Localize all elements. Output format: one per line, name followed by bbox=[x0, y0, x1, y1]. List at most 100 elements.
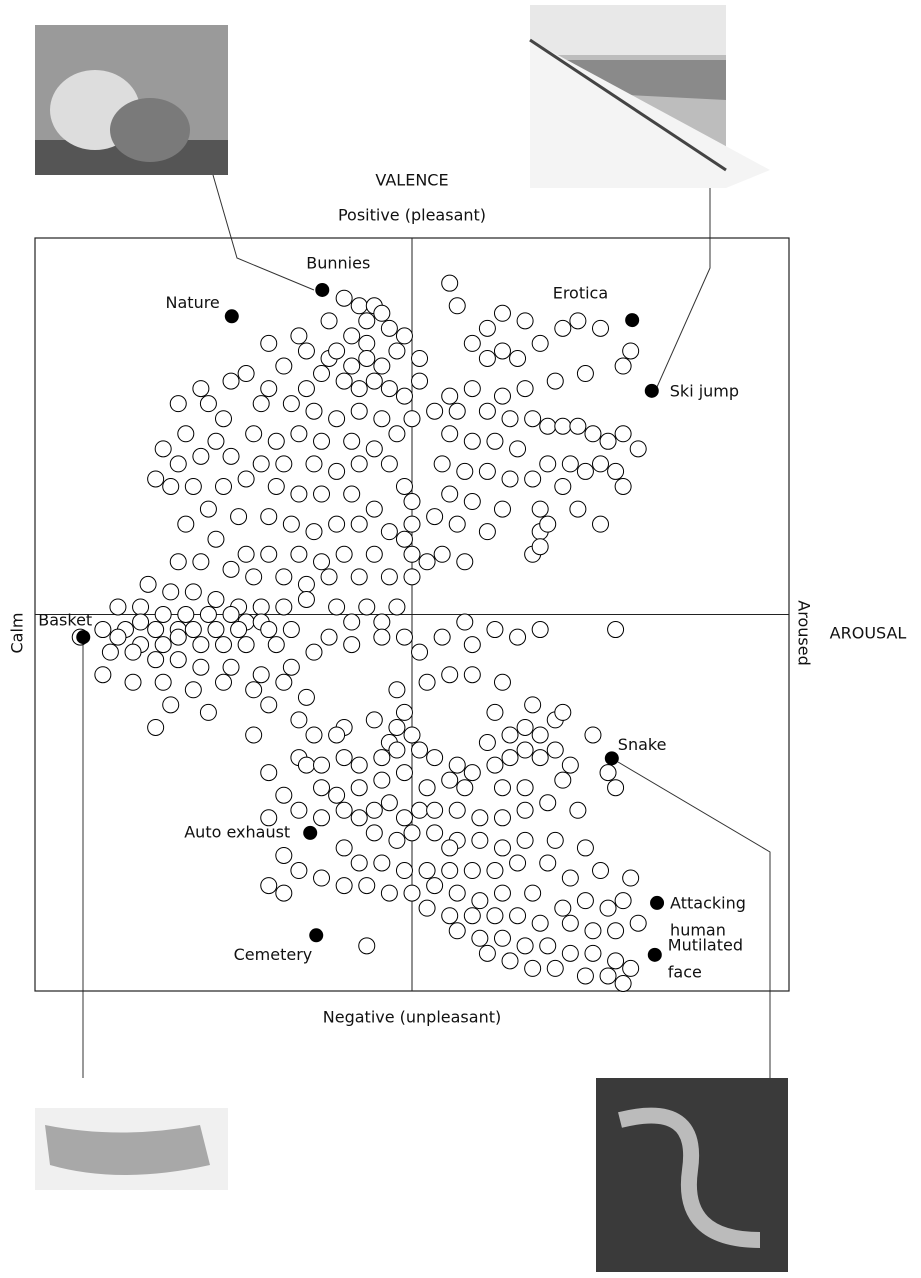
point-label: Attacking bbox=[670, 893, 746, 912]
point bbox=[154, 606, 172, 623]
point bbox=[433, 628, 451, 646]
point bbox=[305, 402, 323, 420]
point bbox=[297, 575, 315, 593]
point bbox=[237, 636, 255, 654]
point bbox=[328, 786, 346, 804]
point bbox=[380, 319, 398, 337]
point bbox=[524, 470, 542, 488]
point bbox=[448, 922, 466, 940]
point bbox=[335, 839, 353, 857]
point bbox=[380, 380, 398, 398]
point bbox=[592, 319, 609, 337]
point bbox=[335, 749, 353, 767]
point bbox=[516, 312, 534, 330]
point bbox=[411, 801, 429, 819]
point bbox=[275, 786, 293, 804]
point bbox=[539, 455, 557, 473]
point bbox=[486, 621, 504, 639]
point bbox=[350, 756, 368, 774]
point bbox=[554, 899, 572, 917]
point bbox=[177, 515, 195, 533]
point bbox=[215, 477, 232, 495]
point bbox=[275, 846, 293, 864]
point bbox=[411, 643, 429, 661]
point bbox=[441, 907, 459, 925]
point bbox=[531, 538, 549, 556]
point bbox=[313, 432, 331, 450]
y-high-label: Positive (pleasant) bbox=[338, 206, 486, 225]
point bbox=[441, 862, 459, 880]
point bbox=[282, 395, 300, 413]
point bbox=[516, 831, 534, 849]
point bbox=[192, 380, 210, 398]
point bbox=[463, 493, 481, 511]
point bbox=[403, 410, 421, 428]
point bbox=[380, 884, 398, 902]
point bbox=[252, 598, 270, 616]
point bbox=[109, 628, 127, 646]
point bbox=[448, 297, 466, 315]
point bbox=[177, 606, 195, 623]
point bbox=[313, 365, 331, 383]
point bbox=[305, 523, 323, 541]
point bbox=[350, 854, 368, 872]
point bbox=[275, 598, 293, 616]
point bbox=[365, 824, 383, 842]
labeled-point bbox=[647, 947, 662, 962]
point bbox=[328, 410, 346, 428]
point bbox=[380, 523, 398, 541]
leader-line bbox=[656, 188, 711, 388]
point bbox=[441, 274, 459, 292]
point bbox=[516, 718, 534, 736]
point bbox=[426, 749, 444, 767]
labeled-point bbox=[650, 895, 665, 910]
point bbox=[350, 568, 368, 586]
point bbox=[184, 621, 202, 639]
point bbox=[290, 485, 308, 503]
point bbox=[388, 741, 406, 759]
point bbox=[207, 432, 225, 450]
point bbox=[245, 681, 263, 699]
point bbox=[493, 673, 511, 691]
point bbox=[282, 515, 300, 533]
point bbox=[222, 606, 240, 623]
point bbox=[554, 319, 572, 337]
point bbox=[546, 959, 564, 977]
point bbox=[290, 327, 308, 345]
point bbox=[463, 764, 481, 782]
point bbox=[478, 402, 496, 420]
point bbox=[614, 892, 632, 910]
point bbox=[343, 327, 361, 345]
point bbox=[154, 636, 172, 654]
point bbox=[290, 425, 308, 443]
point bbox=[109, 598, 127, 616]
point bbox=[554, 417, 572, 435]
point bbox=[335, 801, 353, 819]
point bbox=[569, 312, 587, 330]
point bbox=[448, 515, 466, 533]
point bbox=[267, 477, 285, 495]
point bbox=[192, 447, 210, 465]
point bbox=[199, 395, 217, 413]
point bbox=[395, 628, 413, 646]
point bbox=[599, 432, 617, 450]
point bbox=[154, 673, 172, 691]
point bbox=[509, 628, 527, 646]
point bbox=[162, 696, 180, 714]
photo-ski-jump bbox=[529, 5, 770, 188]
point bbox=[426, 402, 444, 420]
point bbox=[252, 395, 270, 413]
point-label: Nature bbox=[166, 293, 220, 312]
point bbox=[516, 801, 534, 819]
point bbox=[607, 922, 625, 940]
point bbox=[471, 929, 489, 947]
point bbox=[456, 779, 474, 797]
point bbox=[350, 809, 368, 827]
point bbox=[373, 771, 391, 789]
point bbox=[282, 621, 300, 639]
point bbox=[305, 726, 323, 744]
point bbox=[147, 470, 165, 488]
point bbox=[576, 365, 594, 383]
point bbox=[365, 372, 383, 390]
point bbox=[509, 349, 527, 367]
